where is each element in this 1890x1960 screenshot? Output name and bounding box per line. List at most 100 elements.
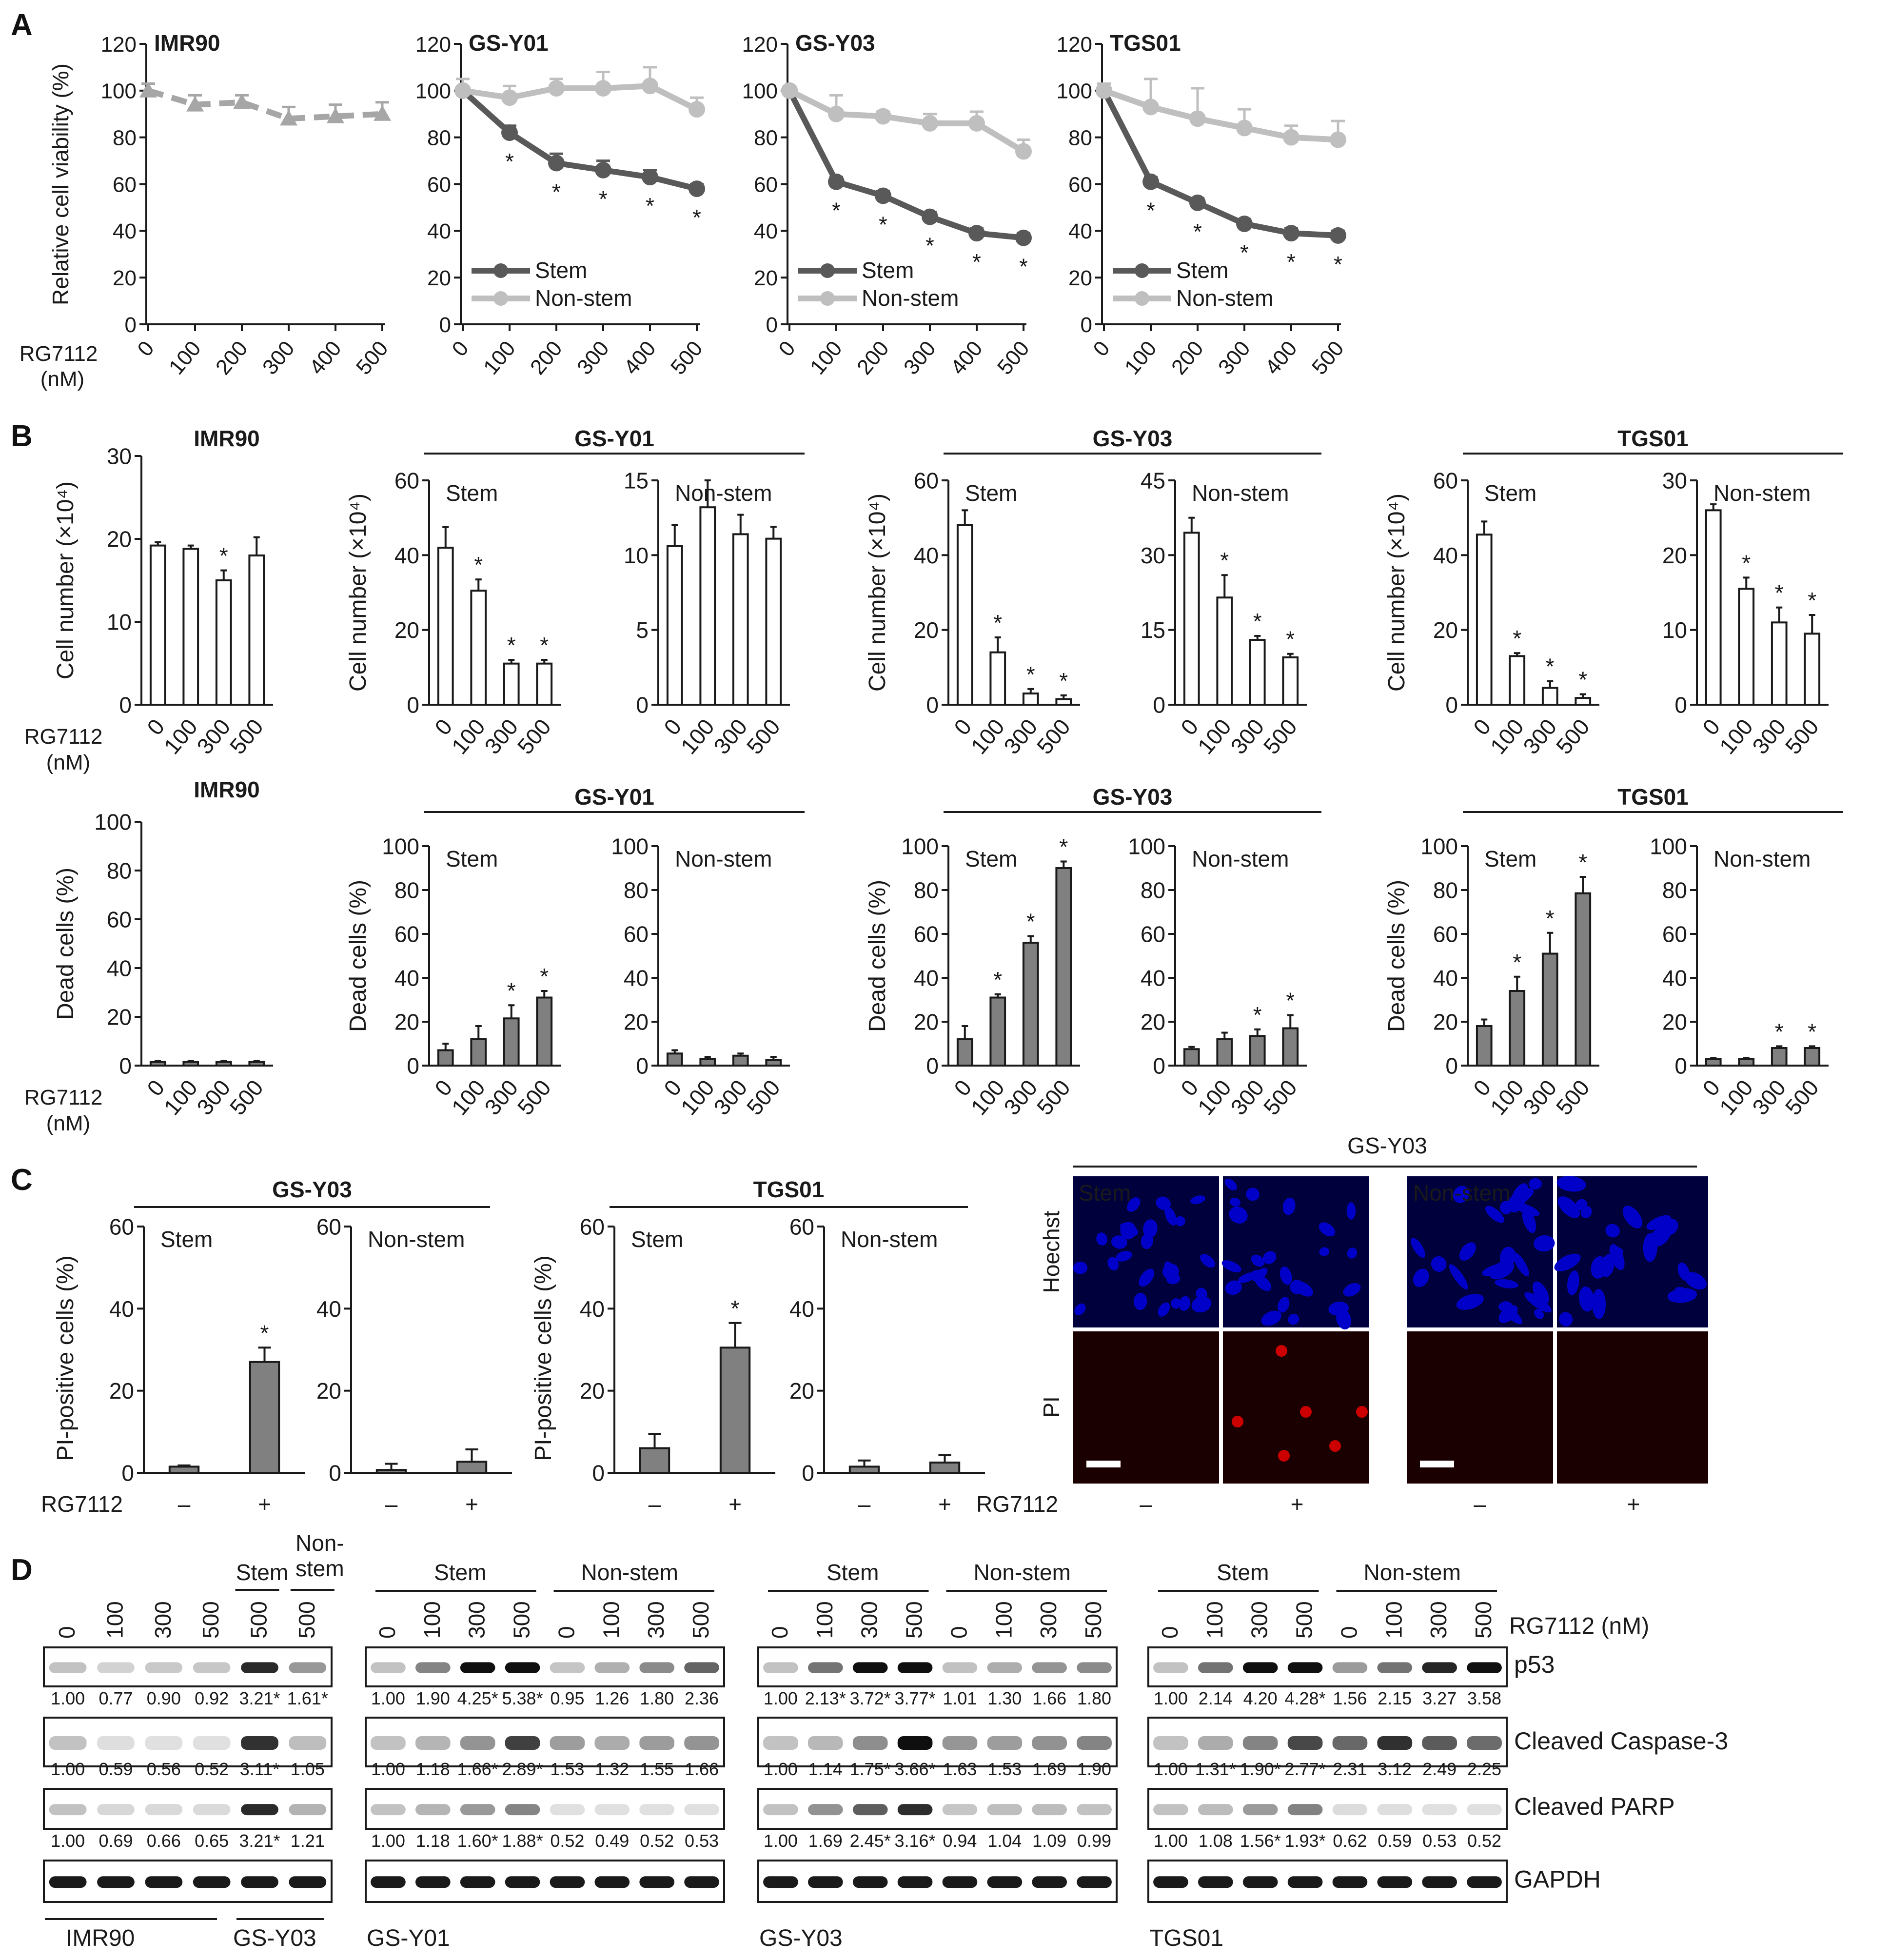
blot-band: [289, 1736, 327, 1750]
y-tick-label: 40: [580, 1296, 605, 1322]
x-tick-label: 300: [1214, 337, 1255, 379]
nucleus: [1431, 1256, 1447, 1272]
lane-group-nonstem: Non-: [295, 1530, 344, 1556]
blot-band: [1287, 1736, 1323, 1750]
densitometry-value: 0.90: [147, 1688, 181, 1708]
blot-band: [942, 1876, 978, 1888]
densitometry-value: 1.00: [764, 1688, 798, 1708]
x-tick-label: 500: [742, 1075, 785, 1120]
nucleus: [1646, 1215, 1671, 1230]
nucleus: [1347, 1247, 1357, 1259]
blot-band: [639, 1804, 675, 1816]
nucleus: [1524, 1292, 1552, 1313]
y-tick-label: 0: [1081, 313, 1092, 337]
group-title: GS-Y03: [1093, 426, 1173, 451]
x-tick-label: 500: [352, 337, 393, 379]
blot-band: [1032, 1876, 1067, 1888]
nucleus: [1557, 1196, 1580, 1218]
densitometry-value: 1.66: [1032, 1688, 1066, 1708]
y-tick-label: 20: [580, 1378, 605, 1404]
y-tick-label: 15: [1141, 617, 1165, 643]
nucleus: [1453, 1186, 1470, 1203]
x-tick-label: 500: [993, 337, 1034, 379]
x-axis-label-drug: RG7112: [24, 725, 103, 749]
legend-text-stem: Stem: [1176, 257, 1228, 283]
block-footer: TGS01: [1149, 1925, 1223, 1951]
blot-band: [1153, 1662, 1188, 1673]
densitometry-value: 0.49: [595, 1831, 629, 1851]
densitometry-value: 2.45*: [850, 1831, 891, 1851]
series-line: [147, 88, 383, 122]
bar: [149, 544, 166, 706]
protein-label: Cleaved Caspase-3: [1514, 1727, 1728, 1755]
densitometry-value: 1.66*: [457, 1759, 498, 1779]
y-tick-label: 20: [394, 617, 419, 643]
blot-band: [97, 1876, 135, 1888]
data-point: [875, 108, 891, 125]
blot-band: [241, 1662, 278, 1673]
x-tick-label: 100: [447, 1075, 490, 1120]
blot-band: [987, 1876, 1023, 1888]
data-point: [1189, 194, 1206, 211]
lane-label: 500: [198, 1601, 223, 1639]
y-axis-label-pi: PI-positive cells (%): [531, 1255, 556, 1461]
y-tick-label: 100: [415, 79, 451, 103]
densitometry-value: 3.66*: [895, 1759, 936, 1779]
x-tick-label: 400: [1260, 337, 1302, 379]
significance-star: *: [1026, 662, 1035, 687]
data-point: [1142, 173, 1159, 190]
blot-band: [145, 1736, 183, 1750]
significance-star: *: [1513, 950, 1521, 975]
densitometry-value: 3.11*: [240, 1759, 279, 1779]
legend-marker-stem: [1135, 263, 1149, 278]
data-point: [1142, 99, 1159, 116]
densitometry-value: 1.69: [808, 1831, 843, 1851]
significance-star: *: [1193, 219, 1202, 244]
nucleus: [1533, 1281, 1549, 1305]
lane-label: 0: [1157, 1626, 1182, 1639]
y-tick-label: 20: [1662, 543, 1687, 568]
blot-band: [1153, 1876, 1188, 1888]
nucleus: [1485, 1206, 1505, 1223]
densitometry-value: 2.13*: [805, 1688, 846, 1708]
significance-star: *: [1286, 988, 1295, 1013]
y-tick-label: 0: [766, 313, 778, 337]
blot-band: [193, 1804, 231, 1816]
y-tick-label: 80: [914, 878, 939, 903]
data-point: [548, 80, 565, 97]
blot-band: [1377, 1662, 1413, 1673]
densitometry-value: 1.00: [764, 1831, 798, 1851]
densitometry-value: 5.38*: [502, 1688, 543, 1708]
y-tick-label: 100: [901, 834, 939, 859]
lane-label: 500: [1081, 1601, 1106, 1639]
bar: [1216, 596, 1233, 706]
y-tick-label: 60: [1068, 173, 1092, 197]
blot-band: [852, 1736, 888, 1750]
x-tick-label: 500: [1032, 1075, 1075, 1120]
x-tick-label: 100: [1485, 714, 1529, 759]
nucleus: [1246, 1188, 1260, 1201]
bar: [1282, 1027, 1299, 1067]
significance-star: *: [1253, 609, 1262, 634]
blot-band: [97, 1736, 135, 1750]
x-tick-label: +: [258, 1491, 271, 1517]
blot-band: [193, 1662, 231, 1673]
y-tick-label: 40: [624, 966, 649, 991]
data-point: [280, 110, 297, 126]
bar: [956, 1038, 973, 1067]
y-axis-label-count: Cell number (×10⁴): [53, 481, 79, 679]
lane-group-nonstem: Non-stem: [1364, 1560, 1461, 1585]
scale-bar: [1420, 1461, 1454, 1467]
x-tick-label: 500: [1551, 714, 1595, 759]
y-tick-label: 60: [914, 922, 939, 947]
nucleus: [1141, 1233, 1153, 1249]
significance-star: *: [505, 149, 514, 174]
nucleus: [1413, 1268, 1429, 1287]
blot-band: [1032, 1804, 1067, 1816]
significance-star: *: [731, 1296, 740, 1321]
lane-label: 100: [419, 1601, 445, 1639]
densitometry-value: 1.31*: [1195, 1759, 1236, 1779]
bar: [215, 579, 232, 706]
blot-band: [1422, 1876, 1457, 1888]
legend-marker-nonstem: [820, 291, 835, 306]
